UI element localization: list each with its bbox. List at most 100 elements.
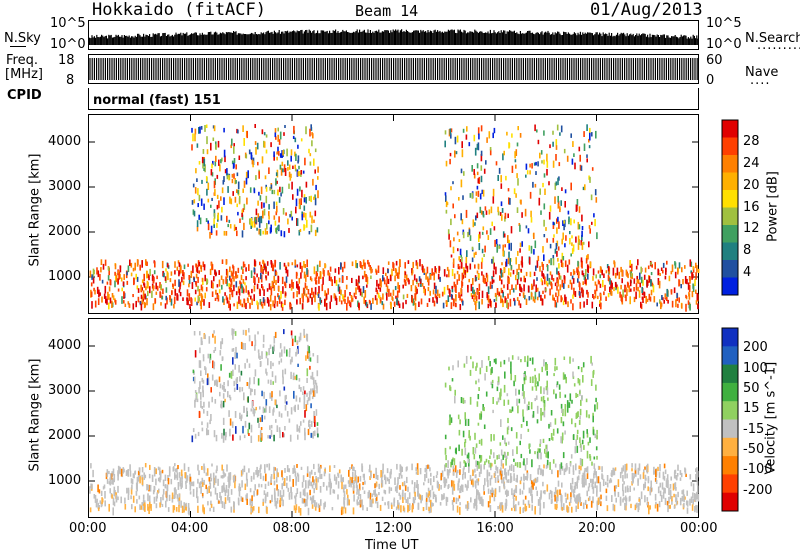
heatmap-cell (552, 258, 555, 266)
nsky-sample (225, 32, 227, 45)
heatmap-cell (209, 231, 211, 239)
heatmap-cell (467, 231, 469, 238)
heatmap-cell (488, 209, 491, 215)
heatmap-cell (253, 285, 256, 292)
heatmap-cell (183, 272, 185, 280)
heatmap-cell (381, 496, 384, 501)
heatmap-cell (220, 196, 222, 201)
nsky-sample (247, 34, 249, 45)
heatmap-cell (113, 501, 116, 507)
heatmap-cell (446, 497, 449, 502)
heatmap-cell (568, 501, 571, 506)
velocity-plot (88, 318, 700, 518)
heatmap-cell (350, 295, 353, 299)
heatmap-cell (519, 248, 521, 253)
heatmap-cell (254, 216, 257, 222)
heatmap-cell (371, 268, 373, 273)
nsky-sample (548, 32, 550, 45)
heatmap-cell (316, 227, 319, 233)
heatmap-cell (194, 350, 197, 358)
heatmap-cell (294, 335, 297, 343)
heatmap-cell (508, 277, 510, 284)
heatmap-cell (610, 289, 612, 296)
heatmap-cell (560, 260, 563, 267)
nsky-sample (587, 32, 589, 45)
heatmap-cell (452, 246, 455, 254)
heatmap-cell (250, 475, 253, 479)
nsky-sample (120, 36, 122, 45)
heatmap-cell (579, 164, 582, 171)
heatmap-cell (295, 206, 297, 214)
heatmap-cell (478, 243, 481, 251)
heatmap-cell (112, 295, 115, 300)
heatmap-cell (429, 290, 431, 296)
nsky-sample (473, 32, 475, 45)
heatmap-cell (253, 294, 255, 302)
heatmap-cell (428, 506, 430, 512)
heatmap-cell (112, 478, 114, 485)
heatmap-cell (391, 268, 393, 277)
heatmap-cell (401, 482, 404, 487)
nsky-sample (147, 35, 149, 45)
heatmap-cell (258, 228, 260, 235)
nsky-sample (398, 32, 400, 45)
heatmap-cell (358, 483, 361, 491)
heatmap-cell (270, 379, 272, 385)
nsky-sample (366, 32, 368, 45)
heatmap-cell (178, 279, 180, 287)
heatmap-cell (502, 300, 504, 308)
heatmap-cell (624, 486, 627, 493)
heatmap-cell (291, 338, 294, 346)
heatmap-cell (482, 189, 485, 197)
heatmap-cell (686, 278, 688, 285)
heatmap-cell (263, 263, 266, 269)
heatmap-cell (254, 124, 256, 128)
heatmap-cell (400, 465, 402, 473)
heatmap-cell (271, 280, 274, 288)
heatmap-cell (261, 414, 263, 422)
heatmap-cell (283, 329, 285, 335)
heatmap-cell (228, 410, 230, 417)
heatmap-cell (584, 184, 586, 191)
heatmap-cell (315, 478, 318, 483)
nsky-sample (324, 31, 326, 45)
heatmap-cell (159, 472, 162, 481)
nsky-sample (449, 30, 451, 45)
heatmap-cell (311, 497, 313, 505)
heatmap-cell (546, 380, 548, 388)
heatmap-cell (619, 471, 622, 479)
heatmap-cell (165, 268, 167, 272)
heatmap-cell (95, 500, 98, 508)
heatmap-cell (290, 155, 292, 162)
heatmap-cell (229, 303, 231, 311)
heatmap-cell (245, 177, 248, 185)
heatmap-cell (233, 158, 236, 164)
heatmap-cell (233, 303, 235, 307)
heatmap-cell (413, 274, 416, 281)
heatmap-cell (206, 149, 209, 155)
nsky-sample (217, 34, 219, 45)
nsky-sample (369, 30, 371, 45)
nsky-sample (197, 35, 199, 45)
heatmap-cell (496, 386, 499, 392)
heatmap-cell (327, 288, 329, 295)
heatmap-cell (635, 291, 637, 300)
heatmap-cell (592, 496, 594, 504)
heatmap-cell (288, 468, 290, 473)
nsky-sample (566, 34, 568, 45)
heatmap-cell (538, 465, 541, 470)
heatmap-cell (257, 216, 260, 222)
heatmap-cell (253, 376, 255, 385)
heatmap-cell (265, 493, 267, 501)
heatmap-cell (468, 464, 470, 471)
heatmap-cell (314, 169, 316, 174)
nsky-sample (109, 35, 111, 45)
heatmap-cell (472, 480, 474, 486)
heatmap-cell (299, 297, 301, 305)
heatmap-cell (667, 299, 669, 304)
heatmap-cell (344, 507, 347, 514)
nsky-sample (455, 32, 457, 45)
heatmap-cell (268, 299, 270, 307)
heatmap-cell (568, 218, 570, 225)
heatmap-cell (520, 268, 522, 272)
